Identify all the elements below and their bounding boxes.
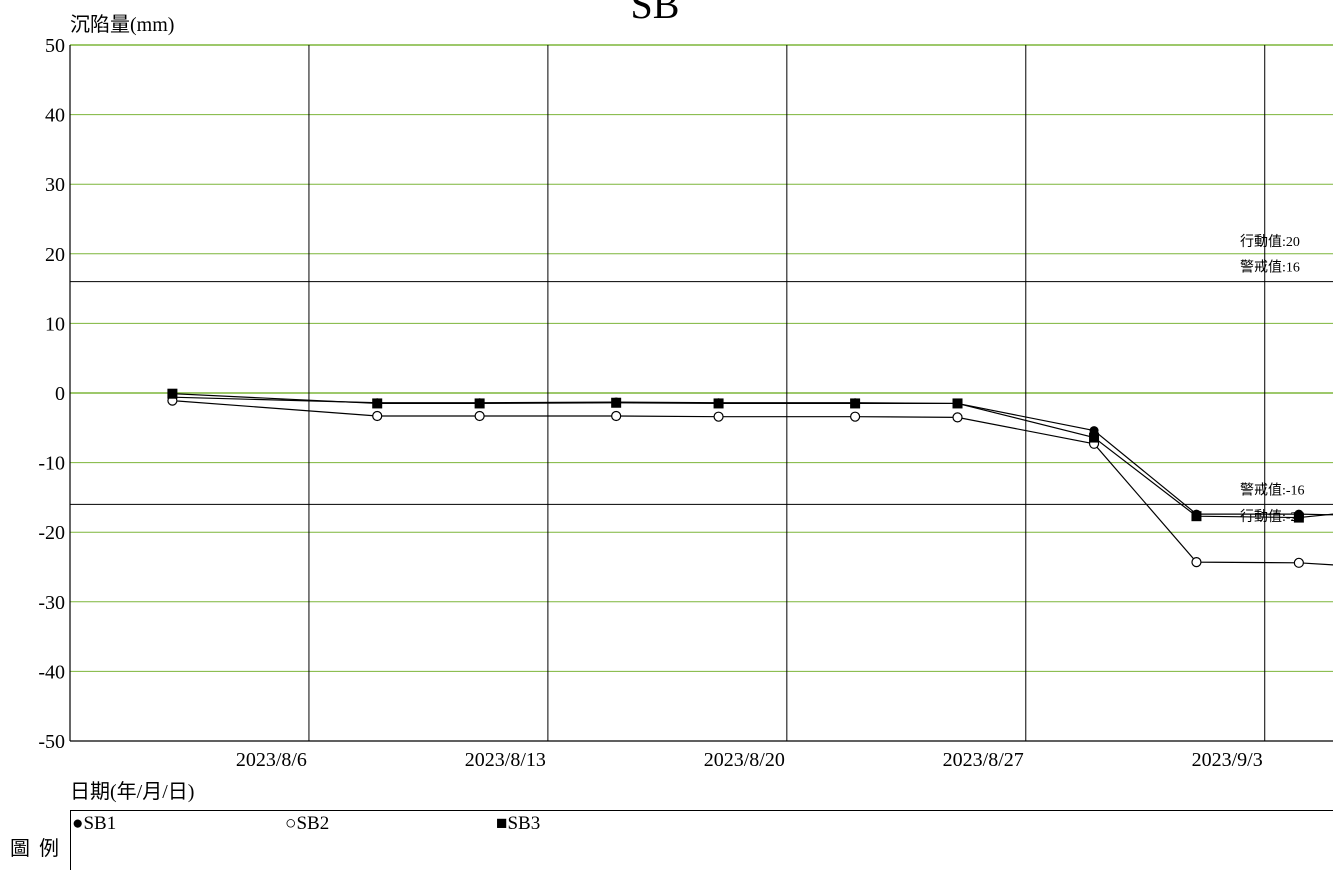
y-tick-label: 40 <box>45 105 65 127</box>
x-tick-label: 2023/8/13 <box>465 749 546 771</box>
grid-layer <box>69 44 1333 742</box>
legend-item-sb2: ○SB2 <box>285 813 329 835</box>
y-tick-label: -10 <box>38 453 65 475</box>
y-axis-label: 沉陷量(mm) <box>70 13 174 36</box>
y-tick-label: 30 <box>45 174 65 196</box>
filled-square-icon: ■ <box>496 813 508 834</box>
x-axis-label: 日期(年/月/日) <box>70 781 195 803</box>
y-tick-label: 0 <box>55 383 65 405</box>
marker-sb3 <box>167 388 178 399</box>
marker-sb3 <box>474 398 485 409</box>
series-layer <box>167 388 1333 568</box>
series-line-sb3 <box>171 393 1333 519</box>
threshold-label: 行動值:20 <box>1240 234 1300 250</box>
marker-sb2 <box>850 411 861 422</box>
marker-sb2 <box>1191 557 1202 568</box>
y-tick-label: -30 <box>38 592 65 614</box>
threshold-label: 警戒值:16 <box>1240 260 1300 276</box>
y-tick-label: -20 <box>38 522 65 544</box>
marker-sb3 <box>1293 512 1304 523</box>
x-tick-label: 2023/8/20 <box>704 749 785 771</box>
y-tick-label: -40 <box>38 661 65 683</box>
open-circle-icon: ○ <box>285 813 297 834</box>
series-line-sb2 <box>172 400 1333 566</box>
legend-item-sb1: ●SB1 <box>72 813 116 835</box>
marker-sb2 <box>952 412 963 423</box>
legend-label: SB3 <box>507 813 541 834</box>
marker-sb2 <box>372 410 383 422</box>
series-line-sb1 <box>172 396 1333 516</box>
marker-sb3 <box>611 397 622 408</box>
marker-sb3 <box>850 398 861 409</box>
y-tick-label: 50 <box>45 35 65 57</box>
legend-box <box>70 810 1333 870</box>
filled-circle-icon: ● <box>72 813 84 834</box>
legend-label: SB2 <box>296 813 330 834</box>
marker-sb2 <box>611 410 622 422</box>
y-tick-label: 20 <box>45 244 65 266</box>
marker-sb3 <box>952 398 963 409</box>
marker-sb2 <box>1293 557 1304 568</box>
marker-sb3 <box>372 398 383 409</box>
legend-item-sb3: ■SB3 <box>496 813 540 835</box>
x-tick-label: 2023/8/27 <box>943 749 1024 771</box>
marker-sb3 <box>1191 511 1202 522</box>
tick-layer: 50 40 30 20 10 0 -10 -20 -30 -40 -50 2023/8/6 2023/8… <box>38 35 1262 771</box>
marker-sb3 <box>1089 432 1100 443</box>
marker-sb2 <box>474 410 485 422</box>
y-tick-label: -50 <box>38 731 65 753</box>
marker-sb3 <box>713 398 724 409</box>
legend-label: SB1 <box>83 813 117 834</box>
y-tick-label: 10 <box>45 313 65 335</box>
chart-title: SB <box>631 0 680 27</box>
legend-title: 圖 例 <box>10 838 61 860</box>
x-tick-label: 2023/8/6 <box>236 749 307 771</box>
marker-sb2 <box>713 411 724 422</box>
threshold-label: 警戒值:-16 <box>1240 482 1305 498</box>
x-tick-label: 2023/9/3 <box>1192 749 1263 771</box>
